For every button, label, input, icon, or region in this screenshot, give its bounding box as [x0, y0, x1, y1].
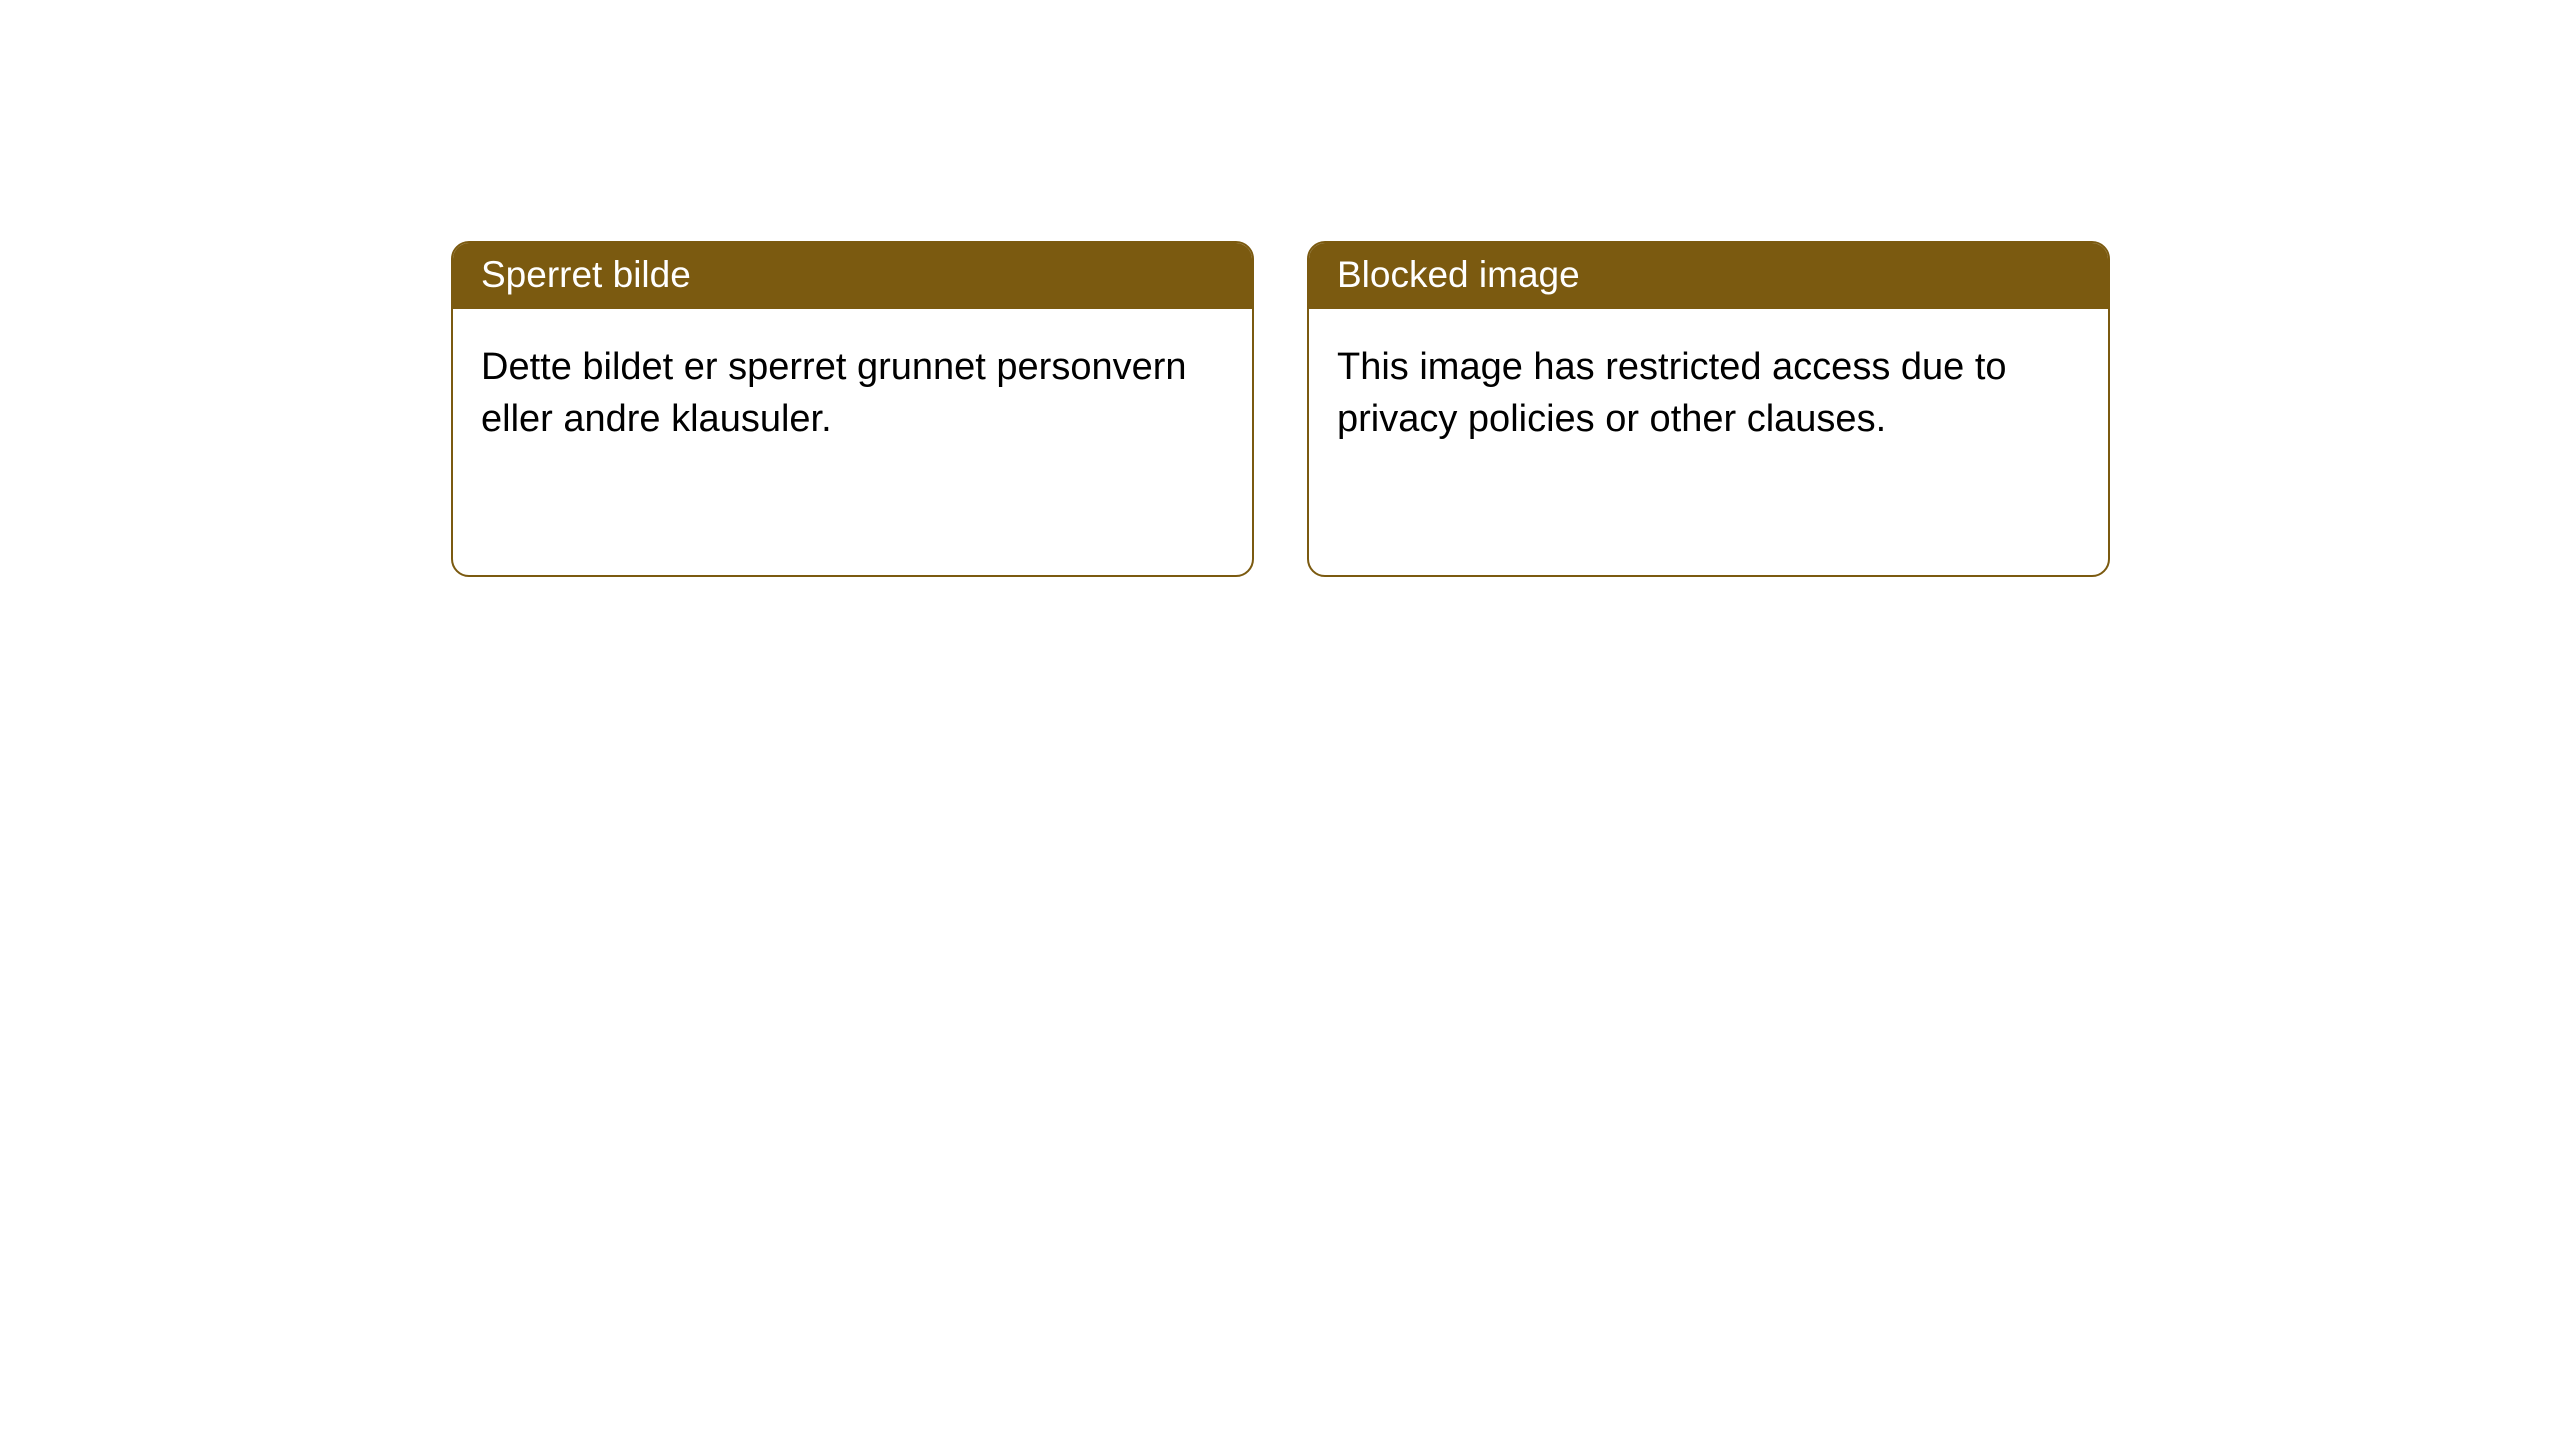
card-title: Sperret bilde	[481, 254, 691, 295]
notice-card-norwegian: Sperret bilde Dette bildet er sperret gr…	[451, 241, 1254, 577]
card-body: This image has restricted access due to …	[1309, 309, 2108, 445]
card-body-text: Dette bildet er sperret grunnet personve…	[481, 346, 1187, 439]
card-title: Blocked image	[1337, 254, 1580, 295]
card-body: Dette bildet er sperret grunnet personve…	[453, 309, 1252, 445]
card-header: Blocked image	[1309, 243, 2108, 309]
card-body-text: This image has restricted access due to …	[1337, 346, 2007, 439]
card-header: Sperret bilde	[453, 243, 1252, 309]
notice-card-english: Blocked image This image has restricted …	[1307, 241, 2110, 577]
notice-cards-container: Sperret bilde Dette bildet er sperret gr…	[451, 241, 2110, 577]
